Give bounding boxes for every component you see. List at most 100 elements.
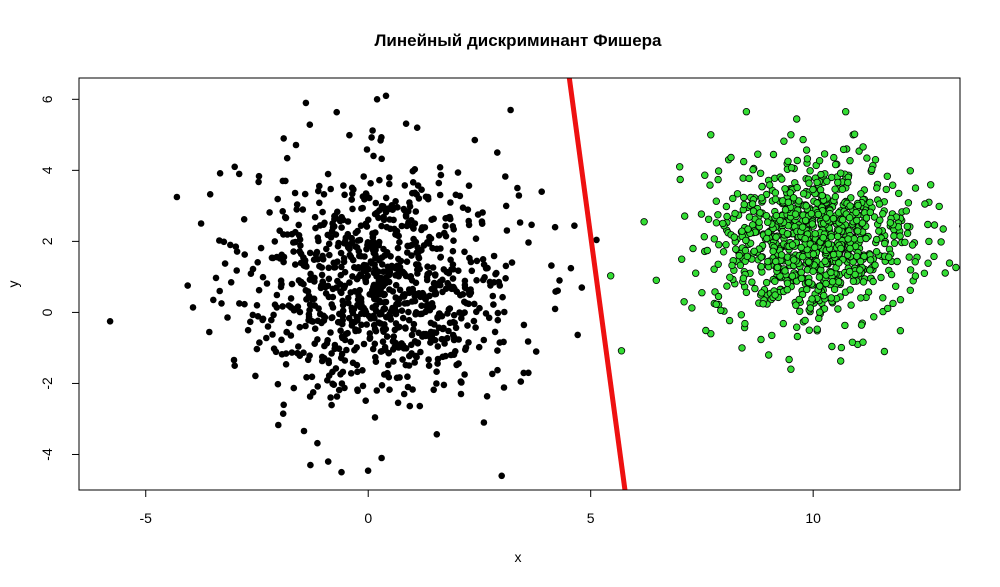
black-point-928 — [387, 226, 394, 233]
black-point-600 — [364, 223, 371, 230]
black-point-998 — [420, 292, 427, 299]
black-point-322 — [333, 231, 340, 238]
black-point-779 — [315, 188, 322, 195]
black-point-278 — [360, 173, 367, 180]
black-point-49 — [348, 196, 355, 203]
green-point-434 — [723, 203, 730, 210]
black-point-38 — [447, 199, 454, 206]
green-point-635 — [880, 211, 887, 218]
black-point-672 — [260, 274, 267, 281]
green-point-705 — [845, 179, 852, 186]
green-point-13 — [881, 348, 888, 355]
black-point-4 — [303, 100, 310, 107]
black-point-785 — [432, 337, 439, 344]
green-point-670 — [729, 262, 736, 269]
black-point-308 — [334, 393, 341, 400]
green-point-866 — [772, 278, 779, 285]
green-point-726 — [869, 166, 876, 173]
green-point-131 — [701, 233, 708, 240]
black-point-637 — [490, 301, 497, 308]
black-point-571 — [450, 275, 457, 282]
black-point-687 — [414, 270, 421, 277]
black-point-441 — [424, 263, 431, 270]
black-point-905 — [403, 120, 410, 127]
green-point-989 — [836, 227, 843, 234]
green-point-203 — [740, 158, 747, 165]
green-point-966 — [727, 274, 734, 281]
green-point-696 — [940, 226, 947, 233]
black-point-190 — [301, 428, 308, 435]
black-point-582 — [424, 277, 431, 284]
black-point-968 — [356, 273, 363, 280]
green-point-16 — [912, 185, 919, 192]
black-point-731 — [370, 153, 377, 160]
green-point-613 — [834, 179, 841, 186]
green-point-876 — [846, 214, 853, 221]
black-point-619 — [394, 204, 401, 211]
black-point-263 — [213, 275, 220, 282]
black-point-603 — [254, 259, 261, 266]
green-point-112 — [738, 312, 745, 319]
green-point-720 — [798, 269, 805, 276]
green-point-956 — [816, 274, 823, 281]
green-point-645 — [711, 236, 718, 243]
y-tick-label: -4 — [39, 448, 55, 461]
black-point-823 — [404, 300, 411, 307]
black-point-805 — [312, 214, 319, 221]
green-point-992 — [805, 259, 812, 266]
y-tick-label: 6 — [39, 95, 55, 103]
black-point-593 — [359, 367, 366, 374]
green-point-947 — [773, 258, 780, 265]
x-axis-label: x — [515, 549, 522, 565]
green-point-760 — [781, 138, 788, 145]
black-point-885 — [413, 208, 420, 215]
black-point-936 — [247, 319, 254, 326]
black-point-933 — [279, 303, 286, 310]
black-point-538 — [273, 349, 280, 356]
black-point-971 — [385, 264, 392, 271]
green-point-935 — [810, 268, 817, 275]
green-point-786 — [793, 324, 800, 331]
green-point-59 — [897, 296, 904, 303]
black-point-585 — [274, 196, 281, 203]
green-point-978 — [844, 252, 851, 259]
black-point-644 — [463, 344, 470, 351]
green-point-563 — [692, 270, 699, 277]
black-point-880 — [373, 296, 380, 303]
black-point-903 — [330, 286, 337, 293]
black-point-786 — [306, 311, 313, 318]
black-point-1 — [174, 194, 181, 201]
green-point-368 — [884, 305, 891, 312]
green-point-375 — [904, 230, 911, 237]
black-point-176 — [296, 248, 303, 255]
green-point-964 — [867, 267, 874, 274]
black-point-824 — [405, 309, 412, 316]
green-point-407 — [894, 258, 901, 265]
black-point-990 — [321, 220, 328, 227]
black-point-654 — [289, 281, 296, 288]
black-point-208 — [344, 330, 351, 337]
green-point-950 — [765, 258, 772, 265]
black-point-782 — [430, 216, 437, 223]
green-point-568 — [824, 178, 831, 185]
green-point-36 — [946, 260, 953, 267]
black-point-884 — [400, 315, 407, 322]
green-point-698 — [832, 186, 839, 193]
black-point-504 — [295, 343, 302, 350]
black-point-275 — [280, 410, 287, 417]
black-point-984 — [476, 305, 483, 312]
green-point-30 — [953, 264, 960, 271]
black-point-896 — [369, 304, 376, 311]
black-point-646 — [292, 190, 299, 197]
black-point-385 — [381, 217, 388, 224]
black-point-287 — [333, 365, 340, 372]
black-point-595 — [306, 293, 313, 300]
black-point-887 — [410, 236, 417, 243]
black-point-829 — [283, 329, 290, 336]
black-point-621 — [302, 263, 309, 270]
black-point-930 — [453, 192, 460, 199]
green-point-975 — [803, 203, 810, 210]
green-point-14 — [921, 270, 928, 277]
green-point-951 — [802, 217, 809, 224]
black-point-849 — [224, 314, 231, 321]
